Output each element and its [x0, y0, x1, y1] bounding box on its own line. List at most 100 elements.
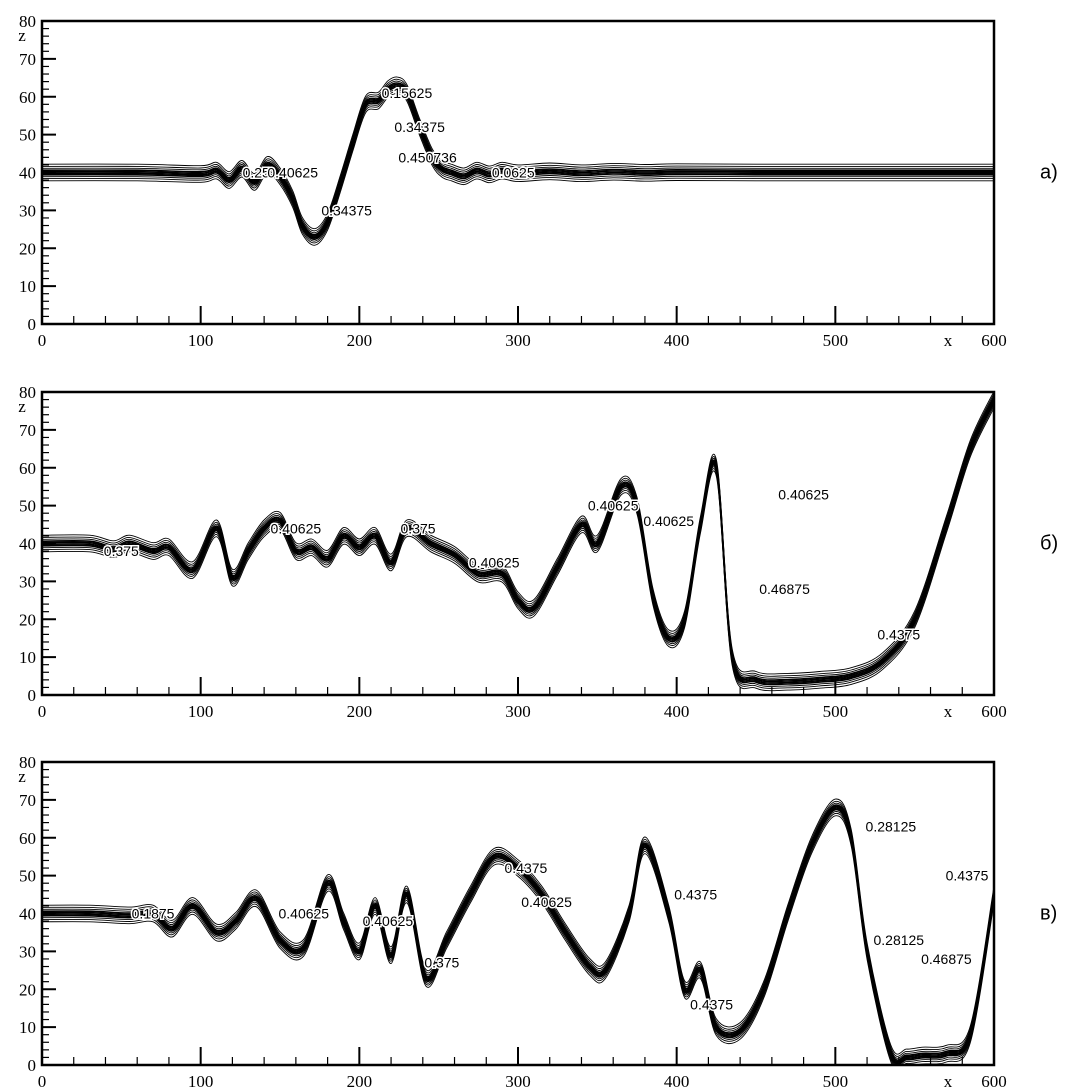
contour-line: [42, 85, 994, 239]
contour-line: [42, 78, 994, 232]
contour-line: [42, 812, 994, 1065]
x-tick-label: 300: [505, 702, 531, 721]
contour-label: 0.40625: [267, 165, 318, 181]
contour-line: [42, 76, 994, 230]
x-tick-label: 500: [823, 1072, 849, 1091]
x-tick-label: 400: [664, 331, 690, 350]
y-tick-label: 60: [19, 88, 36, 107]
plot-frame: [40, 390, 996, 697]
y-tick-label: 40: [19, 535, 36, 554]
y-tick-label: 50: [19, 126, 36, 145]
y-tick-label: 20: [19, 239, 36, 258]
y-tick-label: 10: [19, 1018, 36, 1037]
y-tick-label: 40: [19, 905, 36, 924]
contour-line: [42, 392, 994, 675]
y-tick-label: 10: [19, 277, 36, 296]
contour-line: [42, 393, 994, 677]
contour-line: [42, 405, 994, 689]
contour-line: [42, 83, 994, 237]
x-tick-label: 0: [38, 1072, 47, 1091]
contour-label: 0.4375: [674, 887, 717, 903]
x-tick-label: 100: [188, 331, 214, 350]
contour-line: [42, 395, 994, 679]
contour-label: 0.40625: [778, 486, 829, 502]
y-axis-label: z: [18, 397, 26, 416]
contour-label: 0.40625: [363, 913, 414, 929]
x-tick-label: 200: [347, 331, 373, 350]
contour-line: [42, 93, 994, 246]
contour-line: [42, 399, 994, 684]
x-tick-label: 500: [823, 331, 849, 350]
x-tick-label: 500: [823, 702, 849, 721]
y-axis-label: z: [18, 26, 26, 45]
contour-line: [42, 407, 994, 692]
x-tick-label: 600: [981, 331, 1007, 350]
panel-label: б): [1040, 533, 1058, 555]
contour-label: 0.4375: [946, 868, 989, 884]
panel-label: а): [1040, 162, 1058, 184]
x-tick-label: 300: [505, 1072, 531, 1091]
y-tick-label: 30: [19, 942, 36, 961]
contour-line: [42, 396, 994, 681]
y-tick-label: 30: [19, 201, 36, 220]
contour-line: [42, 401, 994, 686]
x-tick-label: 300: [505, 331, 531, 350]
y-tick-label: 10: [19, 648, 36, 667]
y-tick-label: 80: [19, 753, 36, 772]
contour-lines: [42, 76, 994, 246]
panel-label: в): [1040, 903, 1057, 925]
x-tick-label: 100: [188, 702, 214, 721]
x-axis-label: x: [944, 702, 953, 721]
x-tick-label: 200: [347, 1072, 373, 1091]
contour-label: 0.4375: [505, 860, 548, 876]
panel-1: 0 100 200 300 400 500 600 x 0 10 20 30 40 50 60 70 80z 0.…: [18, 12, 1058, 350]
y-tick-label: 70: [19, 791, 36, 810]
x-tick-label: 100: [188, 1072, 214, 1091]
y-axis-label: z: [18, 767, 26, 786]
contour-label: 0.0625: [492, 165, 535, 181]
contour-label: 0.25: [243, 165, 270, 181]
x-tick-label: 400: [664, 1072, 690, 1091]
contour-label: 0.4375: [690, 996, 733, 1012]
contour-lines: [42, 798, 994, 1065]
contour-label: 0.40625: [271, 520, 322, 536]
contour-label: 0.40625: [588, 498, 639, 514]
contour-lines: [42, 392, 994, 692]
y-tick-label: 60: [19, 459, 36, 478]
contour-line: [42, 398, 994, 683]
contour-line: [42, 798, 994, 1055]
y-tick-label: 30: [19, 572, 36, 591]
y-tick-label: 60: [19, 829, 36, 848]
y-tick-label: 70: [19, 50, 36, 69]
contour-label: 0.46875: [921, 951, 972, 967]
y-tick-label: 0: [28, 315, 37, 334]
x-axis-label: x: [944, 1072, 953, 1091]
y-tick-label: 50: [19, 497, 36, 516]
x-tick-label: 600: [981, 702, 1007, 721]
contour-label: 0.375: [401, 520, 436, 536]
y-tick-label: 0: [28, 686, 37, 705]
x-axis-label: x: [944, 331, 953, 350]
contour-label: 0.34375: [394, 119, 445, 135]
contour-label: 0.450736: [398, 149, 457, 165]
panel-3: 0 100 200 300 400 500 600 x 0 10 20 30 40 50 60 70 80z 0.…: [18, 753, 1057, 1091]
y-tick-label: 80: [19, 383, 36, 402]
x-tick-label: 400: [664, 702, 690, 721]
contour-line: [42, 811, 994, 1065]
contour-label: 0.15625: [382, 85, 433, 101]
contour-line: [42, 90, 994, 244]
contour-line: [42, 80, 994, 234]
y-tick-label: 0: [28, 1056, 37, 1075]
panel-2: 0 100 200 300 400 500 600 x 0 10 20 30 40 50 60 70 80z 0.…: [18, 383, 1058, 721]
y-tick-label: 80: [19, 12, 36, 31]
contour-line: [42, 86, 994, 241]
contour-label: 0.46875: [759, 581, 810, 597]
contour-label: 0.40625: [521, 894, 572, 910]
y-tick-label: 20: [19, 980, 36, 999]
x-tick-label: 200: [347, 702, 373, 721]
contour-label: 0.40625: [469, 554, 520, 570]
y-tick-label: 40: [19, 164, 36, 183]
contour-label: 0.375: [104, 543, 139, 559]
contour-label: 0.375: [424, 955, 459, 971]
